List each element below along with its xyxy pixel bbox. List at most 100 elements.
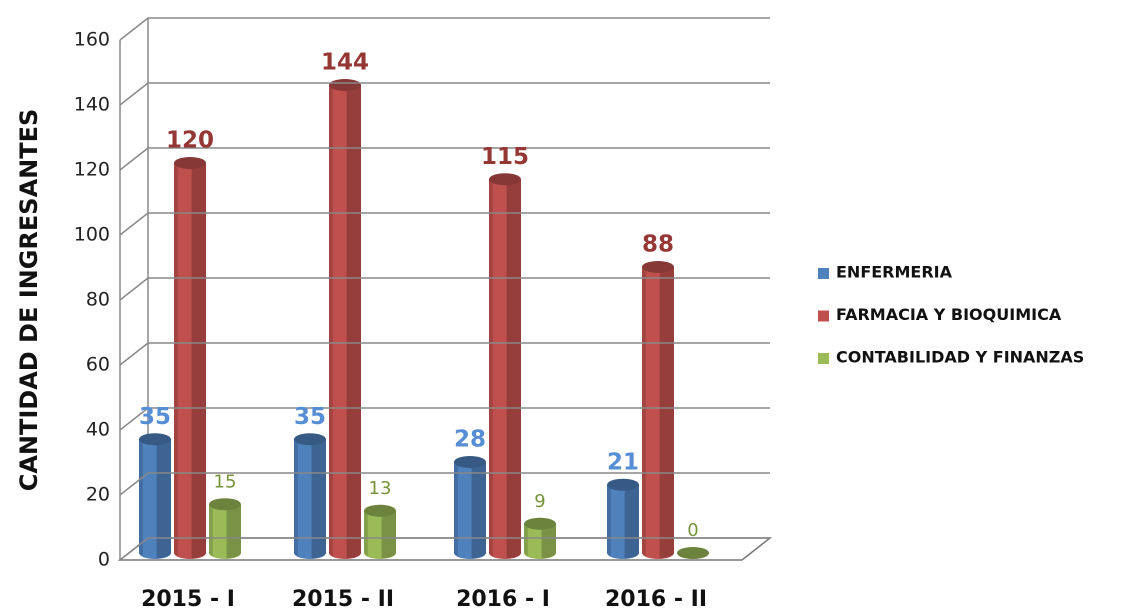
bar bbox=[139, 433, 171, 559]
legend-label: FARMACIA Y BIOQUIMICA bbox=[836, 305, 1062, 324]
plot bbox=[139, 79, 709, 559]
bar-shade bbox=[624, 484, 639, 559]
legend-label: CONTABILIDAD Y FINANZAS bbox=[836, 348, 1084, 367]
bar-body bbox=[139, 439, 171, 559]
grid-line bbox=[119, 407, 770, 431]
data-label: 144 bbox=[321, 50, 369, 76]
x-tick-label: 2016 - I bbox=[456, 587, 550, 612]
bar-body bbox=[454, 462, 486, 559]
grid-line bbox=[119, 537, 770, 561]
bar bbox=[174, 157, 206, 559]
bar-shade bbox=[381, 510, 396, 559]
bar-body bbox=[294, 439, 326, 559]
bar bbox=[489, 173, 521, 559]
bar-shade bbox=[506, 179, 521, 559]
bar-shade bbox=[454, 462, 458, 556]
y-tick-label: 140 bbox=[74, 94, 110, 116]
bar bbox=[364, 504, 396, 559]
bar bbox=[209, 498, 241, 559]
grid-line bbox=[119, 82, 770, 106]
bar bbox=[607, 478, 639, 559]
legend-swatch bbox=[818, 353, 829, 364]
bar-body bbox=[642, 267, 674, 559]
data-label: 0 bbox=[687, 520, 698, 541]
bar-top bbox=[364, 504, 396, 517]
y-axis-title: CANTIDAD DE INGRESANTES bbox=[15, 109, 43, 492]
grid-line bbox=[119, 342, 770, 366]
bar bbox=[294, 433, 326, 559]
grid-line bbox=[119, 147, 770, 171]
x-tick-label: 2016 - II bbox=[605, 587, 707, 612]
bar bbox=[677, 547, 709, 559]
bar bbox=[454, 456, 486, 559]
bar bbox=[329, 79, 361, 559]
bar-top bbox=[294, 433, 326, 446]
bar-shade bbox=[642, 267, 646, 556]
data-label: 28 bbox=[454, 427, 486, 453]
bar-body bbox=[329, 85, 361, 559]
y-tick-label: 20 bbox=[86, 484, 110, 506]
bar-top bbox=[174, 157, 206, 169]
y-tick-label: 80 bbox=[86, 289, 110, 311]
bar-body bbox=[489, 179, 521, 559]
grid-line bbox=[119, 472, 770, 496]
grid-line bbox=[119, 17, 770, 41]
data-label: 35 bbox=[139, 404, 171, 430]
x-tick-label: 2015 - II bbox=[292, 587, 394, 612]
y-tick-label: 100 bbox=[74, 224, 110, 246]
data-label: 115 bbox=[481, 144, 529, 170]
bar-shade bbox=[226, 504, 241, 559]
data-label: 15 bbox=[214, 471, 237, 492]
y-tick-label: 120 bbox=[74, 159, 110, 181]
bar-shade bbox=[489, 179, 493, 556]
y-tick-label: 0 bbox=[98, 549, 110, 571]
bar-shade bbox=[329, 85, 333, 556]
data-label: 88 bbox=[642, 232, 674, 258]
data-label: 35 bbox=[294, 404, 326, 430]
bar bbox=[642, 261, 674, 559]
bar-shade bbox=[174, 163, 178, 556]
bar-top bbox=[607, 478, 639, 491]
grid-line bbox=[119, 277, 770, 301]
bar-shade bbox=[541, 523, 556, 559]
bar-top bbox=[329, 79, 361, 91]
bar-top bbox=[524, 517, 556, 530]
legend-swatch bbox=[818, 310, 829, 322]
bar-shade bbox=[311, 439, 326, 559]
bar-body bbox=[174, 163, 206, 559]
bar-shade bbox=[191, 163, 206, 559]
bar bbox=[524, 517, 556, 559]
legend-label: ENFERMERIA bbox=[836, 263, 953, 282]
bar-shade bbox=[607, 484, 611, 556]
bar-top bbox=[489, 173, 521, 186]
bar-shade bbox=[364, 510, 368, 556]
data-label: 13 bbox=[369, 478, 392, 499]
legend-swatch bbox=[818, 268, 829, 279]
bar-top bbox=[139, 433, 171, 446]
bar-shade bbox=[524, 523, 528, 556]
bar-shade bbox=[294, 439, 298, 556]
y-tick-label: 60 bbox=[86, 354, 110, 376]
data-label: 21 bbox=[607, 449, 639, 475]
grid-line bbox=[119, 212, 770, 236]
bar-top bbox=[209, 498, 241, 511]
bar-body bbox=[364, 510, 396, 559]
bar-shade bbox=[209, 504, 213, 556]
bar-body bbox=[607, 484, 639, 559]
y-tick-label: 160 bbox=[74, 29, 110, 51]
bar-shade bbox=[139, 439, 143, 556]
bar-shade bbox=[156, 439, 171, 559]
bar-body bbox=[209, 504, 241, 559]
bar-top bbox=[642, 261, 674, 273]
x-tick-label: 2015 - I bbox=[141, 587, 235, 612]
bar-top bbox=[454, 456, 486, 468]
bar-shade bbox=[659, 267, 674, 559]
data-label: 120 bbox=[166, 128, 214, 154]
data-label: 9 bbox=[534, 491, 545, 512]
bar-shade bbox=[346, 85, 361, 559]
bar-body bbox=[524, 523, 556, 559]
y-tick-label: 40 bbox=[86, 419, 110, 441]
bar-top bbox=[677, 547, 709, 559]
bar-shade bbox=[471, 462, 486, 559]
